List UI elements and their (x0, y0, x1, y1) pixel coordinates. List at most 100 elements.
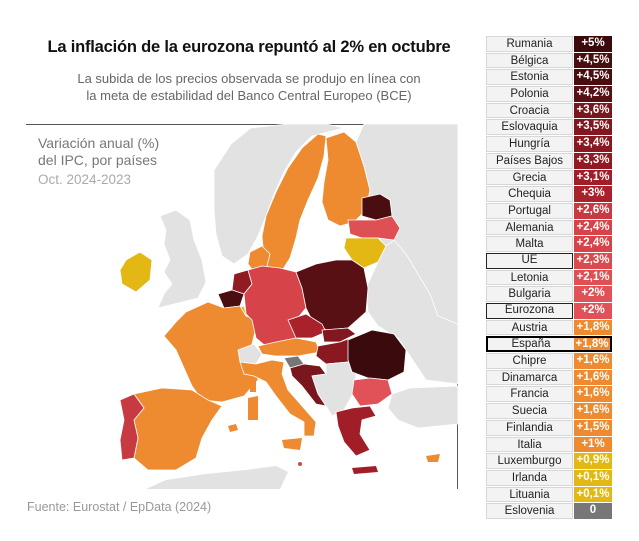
table-row: UE +2,3% (486, 252, 613, 270)
inflation-value: +1,8% (574, 319, 612, 336)
inflation-value: +3% (574, 186, 612, 202)
inflation-value: +1% (574, 436, 612, 453)
turkey-region (387, 385, 458, 429)
country-name: Rumania (486, 36, 573, 52)
belarus-ukraine-region (365, 239, 458, 385)
inflation-value: +1,6% (574, 403, 612, 419)
table-row: Hungría +3,4% (486, 136, 613, 153)
inflation-value: +2,1% (574, 269, 612, 286)
corsica-region (250, 380, 256, 392)
portugal-region (119, 393, 145, 461)
inflation-value: +2% (574, 286, 612, 302)
country-name: Eurozona (486, 303, 573, 319)
table-row: España +1,8% (486, 336, 613, 353)
country-name: Dinamarca (486, 369, 573, 386)
country-name: Chipre (486, 353, 573, 369)
subtitle-line-2: la meta de estabilidad del Banco Central… (86, 88, 412, 103)
greece-region (335, 405, 377, 457)
italy-region (239, 359, 317, 437)
table-row: Polonia +4,2% (486, 86, 613, 103)
crete-region (352, 466, 378, 474)
inflation-value: +3,4% (574, 136, 612, 152)
table-row: Eslovenia 0 (486, 503, 613, 520)
inflation-value: +4,2% (574, 86, 612, 102)
inflation-value: +1,6% (574, 369, 612, 386)
cyprus-region (426, 454, 440, 462)
inflation-value: +4,5% (574, 52, 612, 69)
inflation-value: +3,3% (574, 152, 612, 169)
sicily-region (282, 438, 302, 450)
subtitle-line-1: La subida de los precios observada se pr… (77, 71, 421, 86)
country-name: Italia (486, 436, 573, 453)
country-name: Hungría (486, 136, 573, 152)
country-name: Austria (486, 319, 573, 336)
inflation-value: +2,3% (574, 252, 612, 269)
country-name: Malta (486, 236, 573, 252)
table-row: Países Bajos +3,3% (486, 152, 613, 170)
chart-title: La inflación de la eurozona repuntó al 2… (47, 38, 451, 56)
inflation-value: +2,4% (574, 236, 612, 252)
country-name: Alemania (486, 219, 573, 236)
inflation-value: +1,6% (574, 386, 612, 403)
inflation-value: +3,5% (574, 119, 612, 136)
inflation-value: +1,6% (574, 353, 612, 369)
romania-region (347, 329, 407, 381)
inflation-value: +3,1% (574, 169, 612, 186)
country-name: Grecia (486, 169, 573, 186)
country-name: Polonia (486, 86, 573, 102)
table-row: Lituania +0,1% (486, 486, 613, 504)
table-row: Estonia +4,5% (486, 69, 613, 86)
table-row: Bélgica +4,5% (486, 52, 613, 70)
inflation-value: +4,5% (574, 69, 612, 86)
slovakia-region (321, 327, 357, 343)
ireland-region (119, 251, 153, 293)
country-name: Portugal (486, 202, 573, 219)
country-ranking-table: Rumania +5% Bélgica +4,5% Estonia +4,5% Poloni… (486, 36, 613, 520)
country-name: Letonia (486, 269, 573, 286)
table-row: Malta +2,4% (486, 236, 613, 253)
uk-region (157, 209, 207, 309)
sardinia-region (248, 396, 258, 420)
table-row: Finlandia +1,5% (486, 419, 613, 437)
table-row: Bulgaria +2% (486, 286, 613, 303)
country-name: Croacia (486, 102, 573, 119)
table-row: Francia +1,6% (486, 386, 613, 403)
inflation-value: +1,5% (574, 419, 612, 436)
country-name: Bélgica (486, 52, 573, 69)
table-row: Rumania +5% (486, 36, 613, 53)
inflation-value: +0,1% (574, 469, 612, 486)
europe-map (26, 124, 458, 489)
table-row: Luxemburgo +0,9% (486, 453, 613, 470)
north-africa-region (146, 466, 288, 489)
source-note: Fuente: Eurostat / EpData (2024) (27, 500, 212, 514)
malta-region (298, 462, 302, 466)
table-row: Croacia +3,6% (486, 102, 613, 120)
country-name: Finlandia (486, 419, 573, 436)
inflation-value: +5% (574, 36, 612, 52)
table-row: Grecia +3,1% (486, 169, 613, 187)
table-row: Suecia +1,6% (486, 403, 613, 420)
table-row: Italia +1% (486, 436, 613, 454)
table-row: Austria +1,8% (486, 319, 613, 337)
country-name: España (486, 336, 574, 353)
country-name: Francia (486, 386, 573, 403)
country-name: Bulgaria (486, 286, 573, 302)
table-row: Chequia +3% (486, 186, 613, 203)
table-row: Eurozona +2% (486, 303, 613, 320)
country-name: Países Bajos (486, 152, 573, 169)
country-name: Luxemburgo (486, 453, 573, 469)
country-name: Irlanda (486, 469, 573, 486)
table-row: Dinamarca +1,6% (486, 369, 613, 387)
balearic-region (228, 424, 238, 432)
bulgaria-region (351, 377, 393, 407)
table-row: Chipre +1,6% (486, 353, 613, 370)
inflation-value: +3,6% (574, 102, 612, 119)
inflation-value: +0,9% (574, 453, 612, 469)
inflation-value: 0 (574, 503, 612, 519)
country-name: UE (486, 252, 573, 269)
table-row: Portugal +2,6% (486, 202, 613, 220)
country-name: Suecia (486, 403, 573, 419)
inflation-value: +2,6% (574, 202, 612, 219)
inflation-value: +1,8% (574, 336, 612, 353)
country-name: Eslovenia (486, 503, 573, 519)
